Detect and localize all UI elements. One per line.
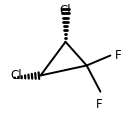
Text: Cl: Cl	[11, 69, 22, 82]
Text: F: F	[96, 98, 102, 111]
Text: Cl: Cl	[60, 4, 71, 17]
Text: F: F	[115, 49, 122, 62]
